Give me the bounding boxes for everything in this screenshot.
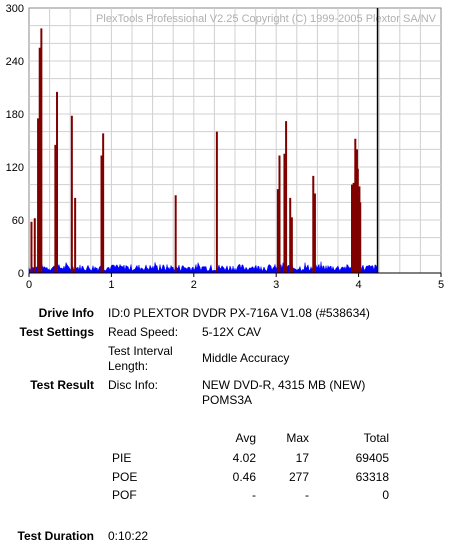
stats-header-total: Total — [363, 431, 389, 445]
grid-lines — [29, 8, 441, 273]
read-speed-value: 5-12X CAV — [202, 325, 262, 339]
y-tick-label: 120 — [6, 162, 24, 174]
x-tick-label: 0 — [26, 279, 32, 291]
stats-row-name: POF — [112, 488, 137, 502]
error-chart: PlexTools Professional V2.25 Copyright (… — [6, 3, 444, 291]
stats-row-total: 63318 — [355, 470, 389, 484]
y-tick-label: 180 — [6, 109, 24, 121]
test-settings-label: Test Settings — [19, 325, 94, 339]
stats-row-avg: 4.02 — [232, 451, 256, 465]
test-interval-value: Middle Accuracy — [202, 351, 290, 365]
read-speed-label: Read Speed: — [108, 325, 179, 339]
stats-row-avg: - — [252, 488, 256, 502]
stats-row-name: POE — [112, 470, 138, 484]
stats-row-avg: 0.46 — [232, 470, 256, 484]
x-tick-label: 3 — [273, 279, 279, 291]
test-duration-value: 0:10:22 — [108, 529, 149, 543]
x-tick-label: 1 — [108, 279, 114, 291]
disc-info-value-line2: POMS3A — [202, 393, 253, 407]
poe-series — [30, 28, 362, 273]
y-tick-label: 300 — [6, 3, 24, 15]
x-tick-label: 5 — [438, 279, 444, 291]
stats-row-max: 277 — [288, 470, 309, 484]
disc-info-label: Disc Info: — [108, 378, 159, 392]
chart-watermark: PlexTools Professional V2.25 Copyright (… — [96, 13, 437, 25]
stats-row-max: 17 — [295, 451, 309, 465]
stats-row-name: PIE — [112, 451, 132, 465]
test-result-label: Test Result — [30, 378, 94, 392]
y-tick-label: 60 — [12, 215, 24, 227]
stats-row-total: 0 — [382, 488, 389, 502]
y-tick-label: 240 — [6, 56, 24, 68]
test-duration-label: Test Duration — [17, 529, 94, 543]
stats-header-avg: Avg — [235, 431, 256, 445]
drive-info-label: Drive Info — [38, 306, 94, 320]
stats-row-max: - — [305, 488, 309, 502]
stats-row-total: 69405 — [355, 451, 389, 465]
x-axis-ticks: 0 1 2 3 4 5 — [26, 273, 444, 291]
y-axis-ticks: 0 60 120 180 240 300 — [6, 3, 24, 280]
stats-header-max: Max — [286, 431, 309, 445]
x-tick-label: 2 — [191, 279, 197, 291]
x-tick-label: 4 — [356, 279, 362, 291]
test-interval-label-line2: Length: — [108, 359, 149, 373]
y-tick-label: 0 — [18, 268, 24, 280]
test-interval-label: Test Interval — [108, 344, 173, 358]
drive-info-value: ID:0 PLEXTOR DVDR PX-716A V1.08 (#538634… — [108, 306, 370, 320]
disc-info-value: NEW DVD-R, 4315 MB (NEW) — [202, 378, 366, 392]
